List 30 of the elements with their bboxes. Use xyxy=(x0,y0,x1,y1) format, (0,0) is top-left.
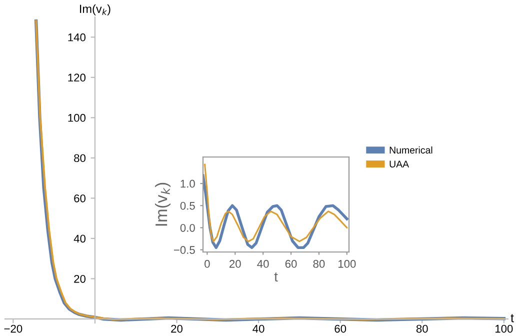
y-tick-label: 60 xyxy=(74,194,86,202)
y-tick-label: 1.0 xyxy=(180,180,195,188)
x-tick-label: 80 xyxy=(416,324,428,333)
y-tick-label: 20 xyxy=(74,274,86,283)
y-tick-label: 0.5 xyxy=(180,202,195,210)
y-tick-label: −0.5 xyxy=(174,246,195,254)
x-tick-label: 100 xyxy=(495,324,513,333)
x-tick-label: 80 xyxy=(313,260,325,268)
legend-label: Numerical xyxy=(390,146,432,154)
x-axis-title: t xyxy=(510,314,514,322)
y-tick-label: 120 xyxy=(68,74,86,82)
x-tick-label: 20 xyxy=(171,324,182,333)
y-tick-label: 100 xyxy=(68,114,86,122)
x-tick-label: 100 xyxy=(338,260,356,268)
y-axis-title: Im(v$_{k}$) xyxy=(80,4,110,16)
x-tick-label: 20 xyxy=(230,260,241,268)
x-tick-label: 0 xyxy=(204,260,210,268)
x-tick-label: 60 xyxy=(285,260,297,268)
x-tick-label: 60 xyxy=(334,324,346,333)
y-axis-title: Im(v$_{k}$) xyxy=(154,182,171,226)
y-tick-label: 140 xyxy=(68,33,86,42)
x-axis-title: t xyxy=(274,272,278,282)
x-tick-label: 40 xyxy=(257,260,269,268)
line-series xyxy=(204,164,348,242)
y-tick-label: 0.0 xyxy=(180,224,195,232)
y-tick-label: 80 xyxy=(74,154,86,162)
y-tick-label: 40 xyxy=(74,234,86,243)
legend-label: UAA xyxy=(390,160,410,168)
x-tick-label: 40 xyxy=(252,324,264,333)
x-tick-label: −20 xyxy=(4,324,22,333)
